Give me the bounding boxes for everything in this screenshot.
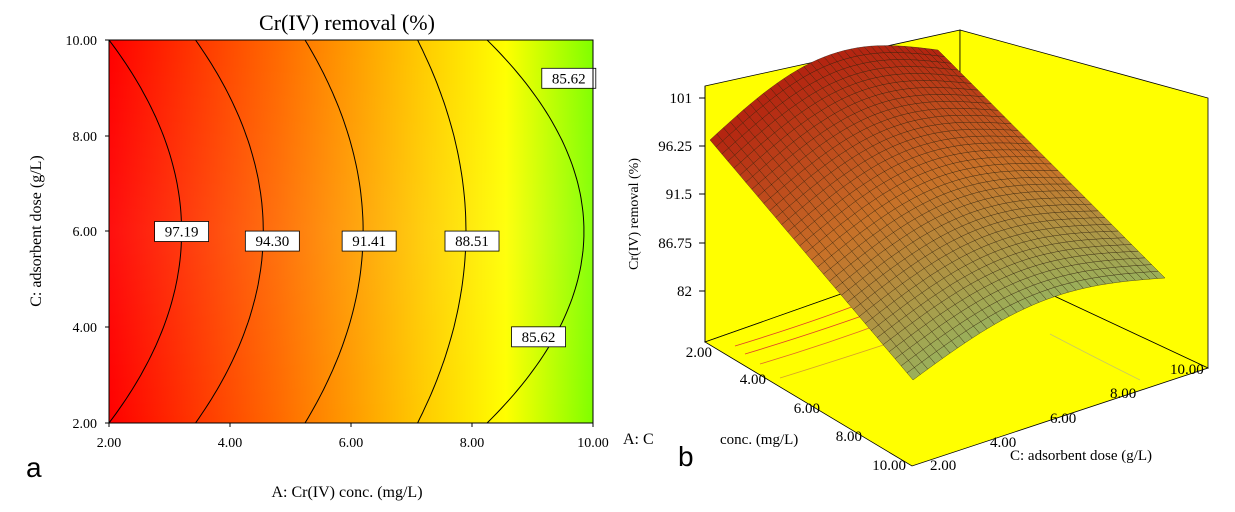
y-tick-label: 2.00 (73, 417, 98, 432)
contour-label-text: 97.19 (165, 225, 199, 241)
panel-b-surface: b 82 86.75 91.5 96.25 101 (627, 29, 1210, 474)
panel-b-a-ticks: 2.00 4.00 6.00 8.00 10.00 (686, 345, 906, 474)
contour-label-box (154, 221, 210, 242)
panel-a-title: Cr(IV) removal (%) (259, 10, 435, 35)
a-tick-label: 8.00 (836, 429, 862, 445)
c-tick-label: 4.00 (990, 435, 1016, 451)
panel-a-xlabel: A: Cr(IV) conc. (mg/L) (271, 484, 422, 501)
contour-labels: 97.19 94.30 91.41 88.51 85.62 85.62 (154, 67, 597, 348)
y-tick-label: 8.00 (73, 130, 98, 145)
panel-b-letter: b (678, 441, 694, 472)
contour-label-box (511, 326, 566, 348)
surface-cell (1150, 271, 1166, 279)
contour-label-box (244, 230, 300, 252)
contour-label-text: 88.51 (455, 234, 489, 250)
a-tick-label: 10.00 (872, 458, 906, 474)
contour-label-text: 91.41 (352, 234, 386, 250)
c-tick-label: 2.00 (930, 458, 956, 474)
z-tick-label: 101 (670, 91, 693, 107)
panel-a-letter: a (26, 452, 42, 483)
x-tick-label: 2.00 (97, 436, 122, 451)
panel-b-a-label: conc. (mg/L) (720, 432, 798, 448)
contour-label: 88.51 (444, 230, 500, 252)
contour-label: 97.19 (154, 221, 210, 242)
contour-label-box (541, 67, 597, 89)
c-tick-label: 10.00 (1170, 362, 1204, 378)
panel-b-c-ticks: 2.00 4.00 6.00 8.00 10.00 (930, 362, 1204, 474)
contour-label-text: 85.62 (552, 71, 586, 87)
panel-b-c-label: C: adsorbent dose (g/L) (1010, 448, 1152, 464)
z-tick-label: 82 (677, 284, 692, 300)
x-tick-label: 8.00 (460, 436, 485, 451)
contour-label: 94.30 (244, 230, 300, 252)
contour-label: 85.62 (511, 326, 566, 348)
clipped-axis-label: A: C (623, 431, 654, 448)
a-tick-label: 2.00 (686, 345, 712, 361)
contour-label-text: 94.30 (255, 234, 289, 250)
panel-a-x-ticks: 2.00 4.00 6.00 8.00 10.00 (97, 423, 609, 451)
contour-label-box (341, 230, 397, 252)
panel-a-y-ticks: 2.00 4.00 6.00 8.00 10.00 (66, 34, 109, 432)
panel-a-contour: Cr(IV) removal (%) 97.19 94.30 91.41 88.51 8… (26, 10, 654, 501)
x-tick-label: 10.00 (577, 436, 609, 451)
contour-line (486, 40, 585, 423)
contour-label: 85.62 (541, 67, 597, 89)
contour-label-text: 85.62 (522, 330, 556, 346)
z-tick-label: 96.25 (658, 139, 692, 155)
z-tick-label: 86.75 (658, 236, 692, 252)
a-tick-label: 4.00 (740, 372, 766, 388)
contour-label: 91.41 (341, 230, 397, 252)
y-tick-label: 4.00 (73, 321, 98, 336)
x-tick-label: 4.00 (218, 436, 243, 451)
panel-b-zlabel: Cr(IV) removal (%) (627, 158, 642, 270)
x-tick-label: 6.00 (339, 436, 364, 451)
z-tick-label: 91.5 (666, 187, 692, 203)
response-surface (709, 45, 1166, 381)
y-tick-label: 10.00 (66, 34, 98, 49)
c-tick-label: 8.00 (1110, 386, 1136, 402)
contour-label-box (444, 230, 500, 252)
a-tick-label: 6.00 (794, 401, 820, 417)
panel-b-z-ticks: 82 86.75 91.5 96.25 101 (658, 86, 706, 342)
floor-contour-line (1049, 333, 1141, 381)
c-tick-label: 6.00 (1050, 411, 1076, 427)
panel-a-ylabel: C: adsorbent dose (g/L) (28, 155, 45, 307)
y-tick-label: 6.00 (73, 225, 98, 240)
